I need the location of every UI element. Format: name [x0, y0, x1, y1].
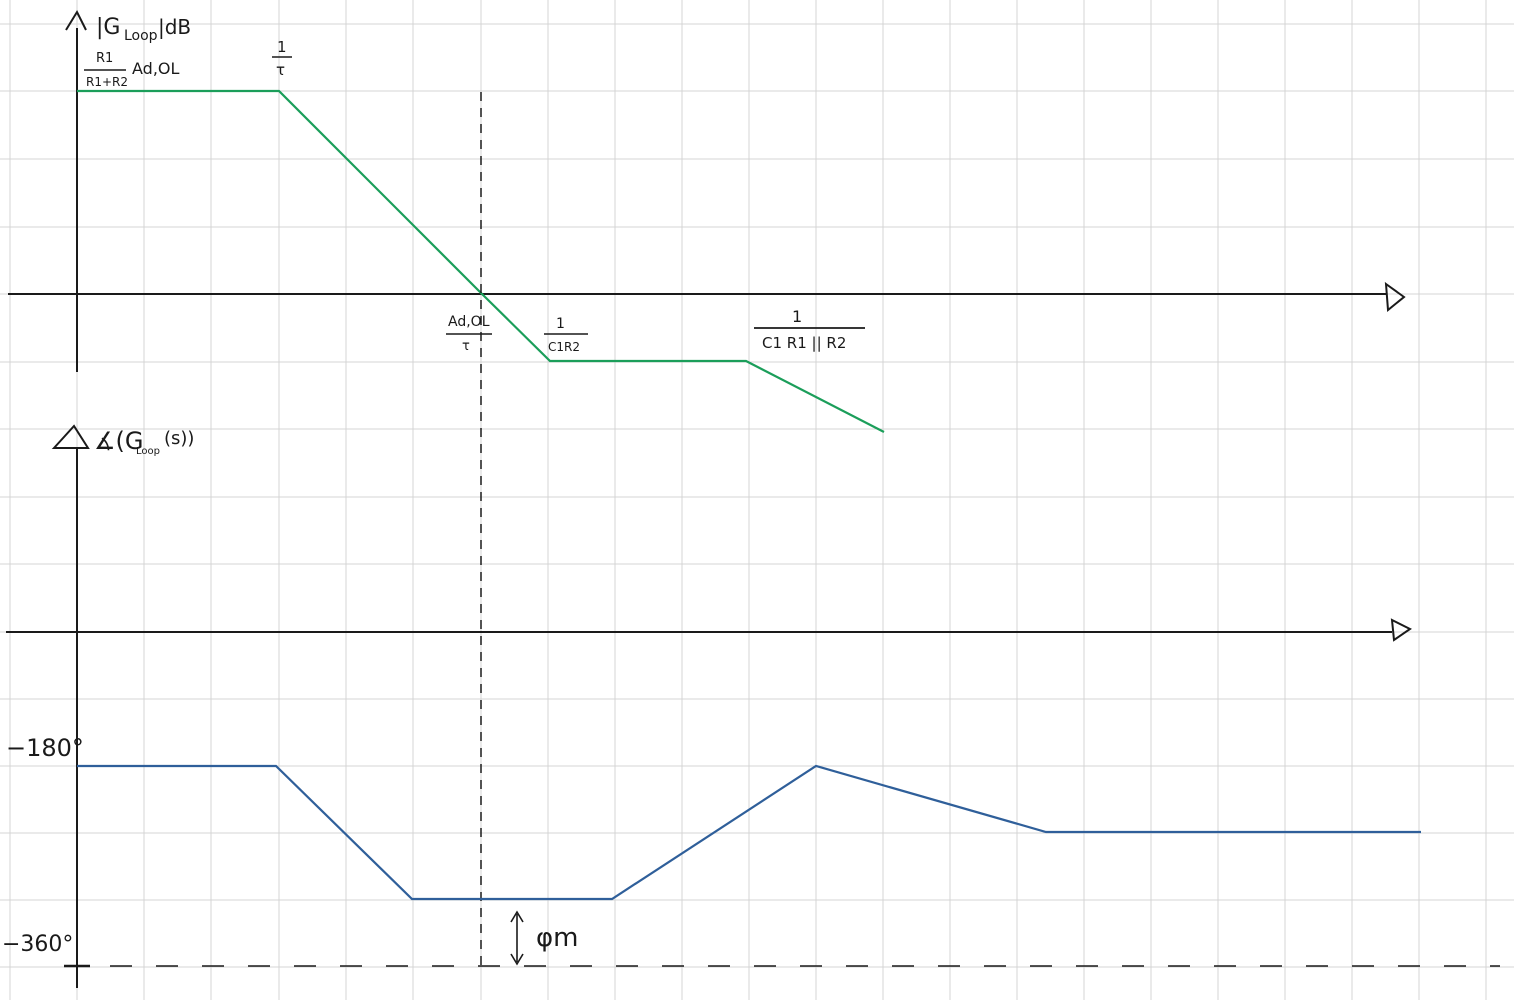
magnitude-axis-label-sub: Loop — [124, 28, 158, 44]
magnitude-plot: |G Loop |dB R1 R1+R2 Ad,OL 1 τ Ad,OL τ 1… — [8, 9, 1406, 433]
phase-plot: ∡(G Loop (s)) −180° −360° φm — [2, 424, 1500, 988]
pole2-numerator: 1 — [792, 307, 802, 326]
phase-margin-label: φm — [536, 923, 578, 953]
magnitude-curve — [77, 89, 885, 433]
phase-margin-arrow-head-bottom — [510, 953, 524, 966]
label-minus-360: −360° — [2, 932, 73, 957]
zero-denominator: C1R2 — [548, 340, 580, 354]
phase-curve — [77, 764, 1421, 901]
phase-axis-label: ∡(G — [94, 427, 143, 455]
dc-gain-numerator: R1 — [96, 51, 113, 66]
pole1-denominator: τ — [276, 61, 285, 79]
crossover-numerator: Ad,OL — [448, 314, 490, 330]
magnitude-axis-label: |G — [96, 15, 120, 40]
phase-margin-arrow-head-top — [510, 910, 524, 923]
phase-axis-label-tail: (s)) — [164, 428, 194, 449]
magnitude-y-arrow — [65, 9, 87, 31]
phase-axis-label-sub: Loop — [136, 446, 160, 457]
pole1-numerator: 1 — [277, 38, 287, 56]
magnitude-x-arrow — [1384, 281, 1406, 312]
crossover-denominator: τ — [462, 339, 470, 354]
dc-gain-denominator: R1+R2 — [86, 75, 128, 89]
phase-x-arrow — [1390, 618, 1412, 642]
dc-gain-suffix: Ad,OL — [132, 59, 180, 78]
magnitude-axis-label-unit: |dB — [158, 15, 191, 39]
label-minus-180: −180° — [6, 734, 84, 762]
phase-y-arrow — [51, 424, 90, 449]
zero-numerator: 1 — [556, 316, 565, 332]
pole2-denominator: C1 R1 || R2 — [762, 334, 846, 352]
